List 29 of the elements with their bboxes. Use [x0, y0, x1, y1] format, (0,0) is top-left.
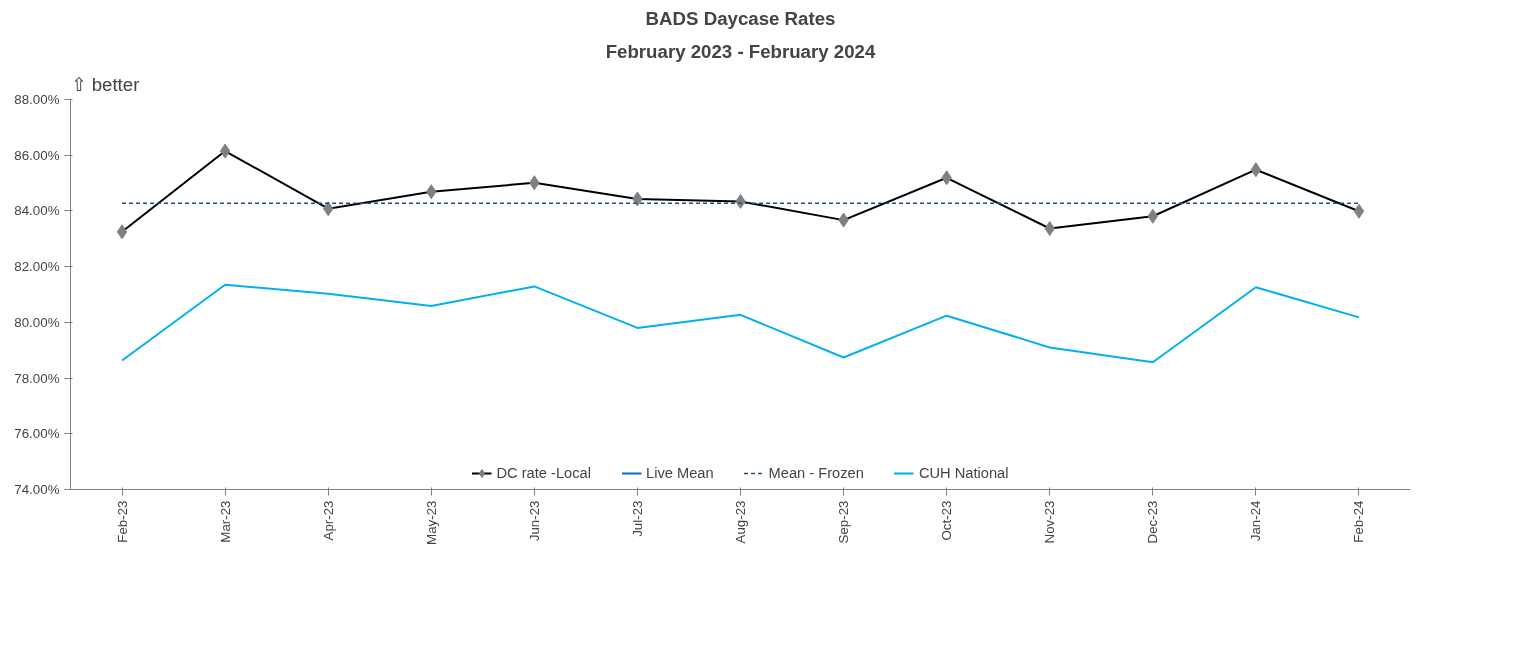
legend-label: CUH National [918, 465, 1009, 481]
legend-label: Live Mean [645, 465, 714, 481]
x-tick-label: Jan-24 [1248, 499, 1264, 542]
text: ⇧ better [70, 73, 140, 95]
chart-subtitle: February 2023 - February 2024 [605, 40, 876, 62]
x-tick-label: Mar-23 [217, 500, 233, 543]
legend-label: Mean - Frozen [768, 465, 864, 481]
y-tick-label: 82.00% [14, 259, 60, 275]
y-tick-label: 74.00% [14, 482, 60, 497]
x-tick-label: Dec-23 [1145, 500, 1161, 544]
y-tick-label: 86.00% [14, 147, 60, 163]
y-tick-label: 88.00% [14, 92, 60, 107]
x-tick-label: Feb-24 [1351, 499, 1367, 543]
y-tick-label: 76.00% [14, 426, 60, 442]
x-tick-label: Sep-23 [836, 500, 852, 544]
line-series [121, 283, 1360, 364]
x-tick-label: Jun-23 [526, 500, 542, 542]
y-tick-label: 80.00% [14, 314, 60, 330]
chart-title: BADS Daycase Rates [645, 7, 836, 29]
x-tick-label: Feb-23 [114, 500, 130, 543]
x-tick-label: Jul-23 [629, 500, 645, 537]
legend-label: DC rate -Local [496, 465, 591, 481]
x-tick-label: May-23 [423, 500, 439, 545]
x-tick-label: Nov-23 [1042, 500, 1058, 544]
y-tick-label: 78.00% [14, 370, 60, 386]
x-tick-label: Oct-23 [939, 500, 955, 541]
y-tick-label: 84.00% [14, 203, 60, 219]
x-tick-label: Aug-23 [733, 500, 748, 544]
x-tick-label: Apr-23 [320, 500, 336, 541]
